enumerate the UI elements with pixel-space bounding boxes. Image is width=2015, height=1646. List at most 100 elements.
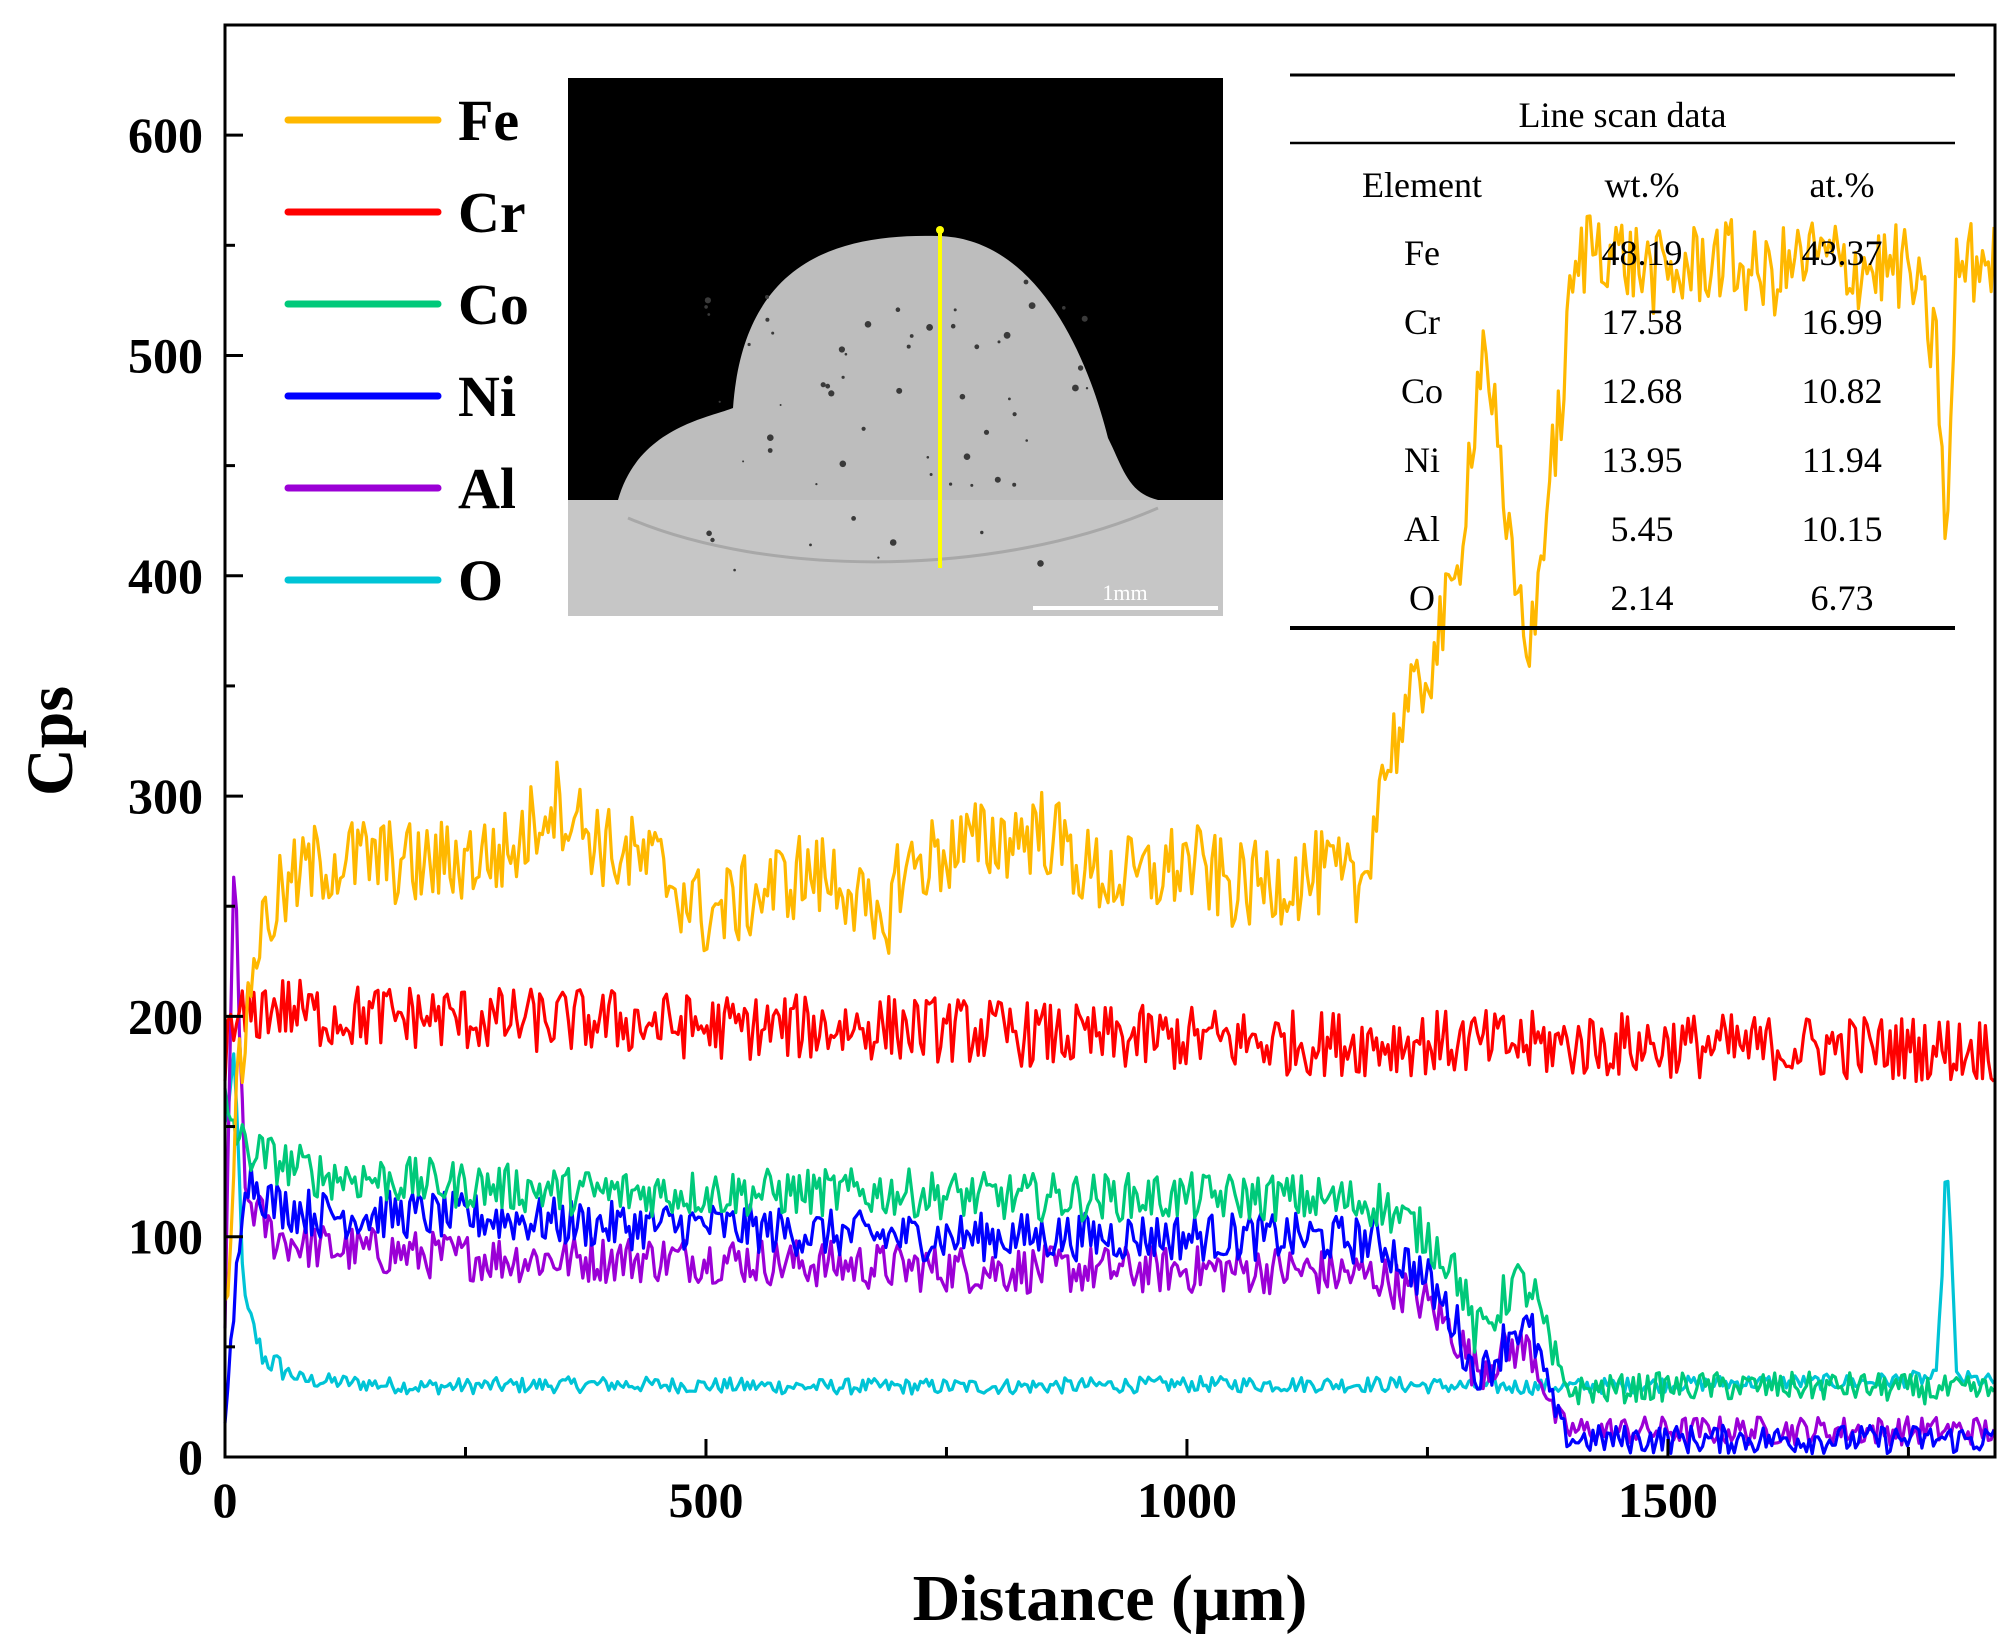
y-tick-label: 600 [128,107,203,163]
legend-label-o: O [458,548,503,613]
y-tick-label: 300 [128,768,203,824]
sem-pore [1081,315,1088,322]
sem-pore [1077,365,1084,371]
sem-pore [959,393,966,400]
sem-pore [718,400,721,403]
plot-area [223,214,1996,1456]
sem-pore [706,530,712,537]
sem-pore [841,375,845,379]
sem-pore [704,305,708,309]
sem-clad-bead [618,235,1158,500]
sem-pore [1028,302,1036,309]
y-tick-label: 0 [178,1429,203,1485]
line-scan-table: Line scan data Element wt.% at.% Fe 48.19 43.3… [1290,73,1955,630]
y-tick-label: 200 [128,988,203,1044]
table-cell: Fe [1404,233,1440,273]
sem-pore [889,539,897,546]
series-line-al [223,875,1996,1447]
sem-pore [747,342,751,347]
sem-pore [742,460,745,463]
table-cell: 16.99 [1802,302,1883,342]
sem-pore [980,530,984,535]
sem-pore [1003,331,1011,339]
y-axis-title: Cps [14,686,87,796]
sem-substrate [568,500,1223,616]
sem-pore [970,483,974,487]
sem-scale-bar-label: 1mm [1102,580,1147,605]
y-tick-label: 400 [128,548,203,604]
y-tick-label: 500 [128,327,203,383]
sem-pore [983,429,990,435]
table-title: Line scan data [1519,95,1727,135]
sem-pore [710,537,715,543]
sem-pore [838,346,846,353]
sem-pore [906,344,911,349]
series-line-ni [223,1163,1996,1456]
sem-pore [779,404,782,406]
table-cell: Al [1404,509,1440,549]
x-tick-label: 500 [668,1472,743,1528]
sem-pore [767,448,773,453]
table-cell: 10.15 [1802,509,1883,549]
sem-pore [950,323,956,329]
table-cell: 13.95 [1602,440,1683,480]
sem-pore [1072,384,1079,392]
sem-pore [861,426,866,431]
legend-label-fe: Fe [458,88,519,153]
sem-pore [926,456,930,459]
series-line-fe [223,214,1996,1302]
table-cell: 12.68 [1602,371,1683,411]
legend-label-cr: Cr [458,180,526,245]
table-cell: 11.94 [1802,440,1882,480]
table-cell: Cr [1404,302,1440,342]
sem-pore [909,334,914,338]
sem-pore [828,390,835,397]
table-cell: 6.73 [1811,578,1874,618]
sem-pore [926,324,933,331]
sem-pore [929,473,933,476]
sem-inset-image: 1mm [568,78,1223,616]
table-cell: O [1409,578,1435,618]
table-cell: Co [1401,371,1443,411]
sem-scan-start [936,226,944,234]
sem-pore [844,352,848,356]
table-cell: Ni [1404,440,1440,480]
x-tick-label: 0 [213,1472,238,1528]
sem-pore [1012,482,1017,487]
table-header-cell: at.% [1810,165,1875,205]
y-tick-label: 100 [128,1209,203,1265]
sem-pore [839,460,847,468]
table-cell: 2.14 [1611,578,1674,618]
sem-pore [963,453,971,461]
sem-pore [864,321,872,328]
sem-pore [877,556,880,559]
sem-pore [896,387,903,394]
series-line-cr [223,978,1996,1083]
legend: Fe Cr Co Ni Al O [284,88,529,613]
plot-frame [223,23,1997,1459]
sem-pore [1012,412,1017,417]
sem-pore [707,313,711,316]
legend-label-al: Al [458,456,516,521]
sem-pore [994,476,1001,483]
table-cell: 17.58 [1602,302,1683,342]
sem-fusion-line [627,506,1159,564]
table-cell: 10.82 [1802,371,1883,411]
sem-pore [733,568,736,572]
sem-pore [1023,279,1029,285]
table-cell: 48.19 [1602,233,1683,273]
sem-pore [704,297,712,304]
sem-pore [765,295,769,299]
sem-pore [895,307,901,313]
sem-pore [1085,387,1089,390]
table-cell: 43.37 [1802,233,1883,273]
sem-pore [1008,397,1011,401]
sem-pore [825,383,831,389]
sem-pore [997,340,1001,344]
sem-pore [851,516,856,521]
legend-label-ni: Ni [458,364,516,429]
legend-label-co: Co [458,272,529,337]
sem-pore [809,543,812,547]
sem-pore [974,344,980,350]
